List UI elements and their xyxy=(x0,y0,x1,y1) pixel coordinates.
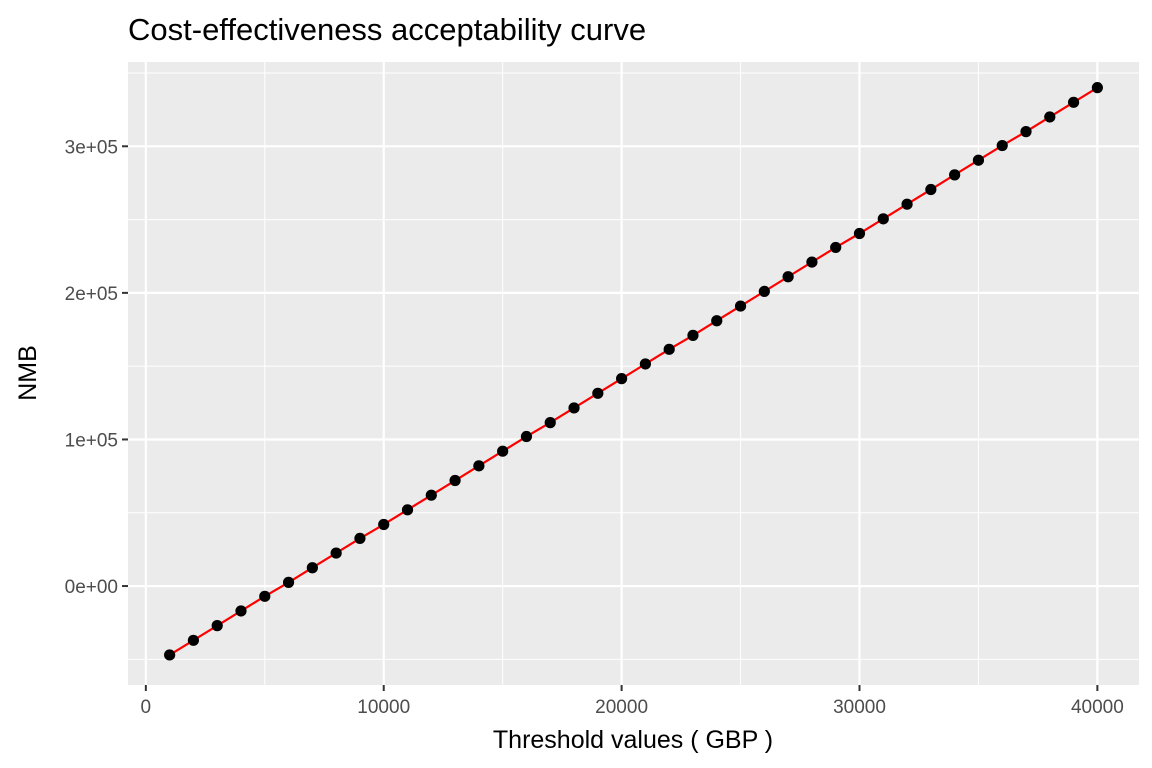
x-tick-label: 0 xyxy=(141,697,152,718)
data-point xyxy=(330,547,342,559)
data-point xyxy=(663,343,675,355)
data-point xyxy=(616,373,628,385)
data-point xyxy=(782,271,794,283)
x-tick-label: 30000 xyxy=(833,697,886,718)
data-point xyxy=(306,562,318,574)
y-axis-title: NMB xyxy=(14,345,42,401)
data-point xyxy=(520,430,533,443)
data-point xyxy=(1091,82,1103,94)
data-point xyxy=(473,460,485,472)
data-point xyxy=(830,241,842,254)
chart-title: Cost-effectiveness acceptability curve xyxy=(128,12,646,47)
y-tick-label: 3e+05 xyxy=(65,137,118,158)
data-point xyxy=(949,169,961,181)
data-point xyxy=(592,387,604,399)
data-point xyxy=(259,590,271,602)
minor-gridlines xyxy=(128,62,1139,685)
data-point xyxy=(425,489,437,501)
data-point xyxy=(877,213,889,225)
series-line xyxy=(169,86,1098,656)
data-point xyxy=(972,154,985,166)
data-point xyxy=(758,285,770,298)
data-point xyxy=(568,402,580,414)
data-point xyxy=(853,227,866,240)
data-point xyxy=(1020,126,1032,138)
y-tick-label: 2e+05 xyxy=(65,284,118,305)
data-point xyxy=(1067,96,1080,108)
data-point xyxy=(925,183,937,196)
data-point xyxy=(378,518,390,531)
x-tick-label: 40000 xyxy=(1071,697,1124,718)
x-axis-title: Threshold values ( GBP ) xyxy=(493,726,773,754)
data-point xyxy=(282,576,295,588)
data-point xyxy=(901,198,913,210)
data-point xyxy=(497,445,509,457)
data-point xyxy=(401,504,414,516)
data-point xyxy=(544,417,556,429)
data-point xyxy=(1044,111,1056,123)
data-point xyxy=(235,605,247,617)
y-tick-label: 0e+00 xyxy=(65,577,118,598)
x-axis-ticks: 0 10000 20000 30000 40000 xyxy=(141,685,1124,718)
data-point xyxy=(354,532,366,545)
data-point xyxy=(711,315,723,327)
data-point xyxy=(734,300,747,312)
data-points xyxy=(164,82,1103,661)
data-point xyxy=(211,620,223,632)
x-tick-label: 10000 xyxy=(357,697,410,718)
data-point xyxy=(687,329,699,341)
data-point xyxy=(996,139,1008,152)
data-point xyxy=(164,649,176,661)
data-point xyxy=(639,358,651,370)
x-tick-label: 20000 xyxy=(595,697,648,718)
y-tick-label: 1e+05 xyxy=(65,430,118,451)
major-gridlines xyxy=(128,62,1139,685)
data-point xyxy=(449,474,461,487)
data-point xyxy=(806,256,818,268)
y-axis-ticks: 0e+00 1e+05 2e+05 3e+05 xyxy=(65,137,128,598)
data-point xyxy=(187,634,200,646)
